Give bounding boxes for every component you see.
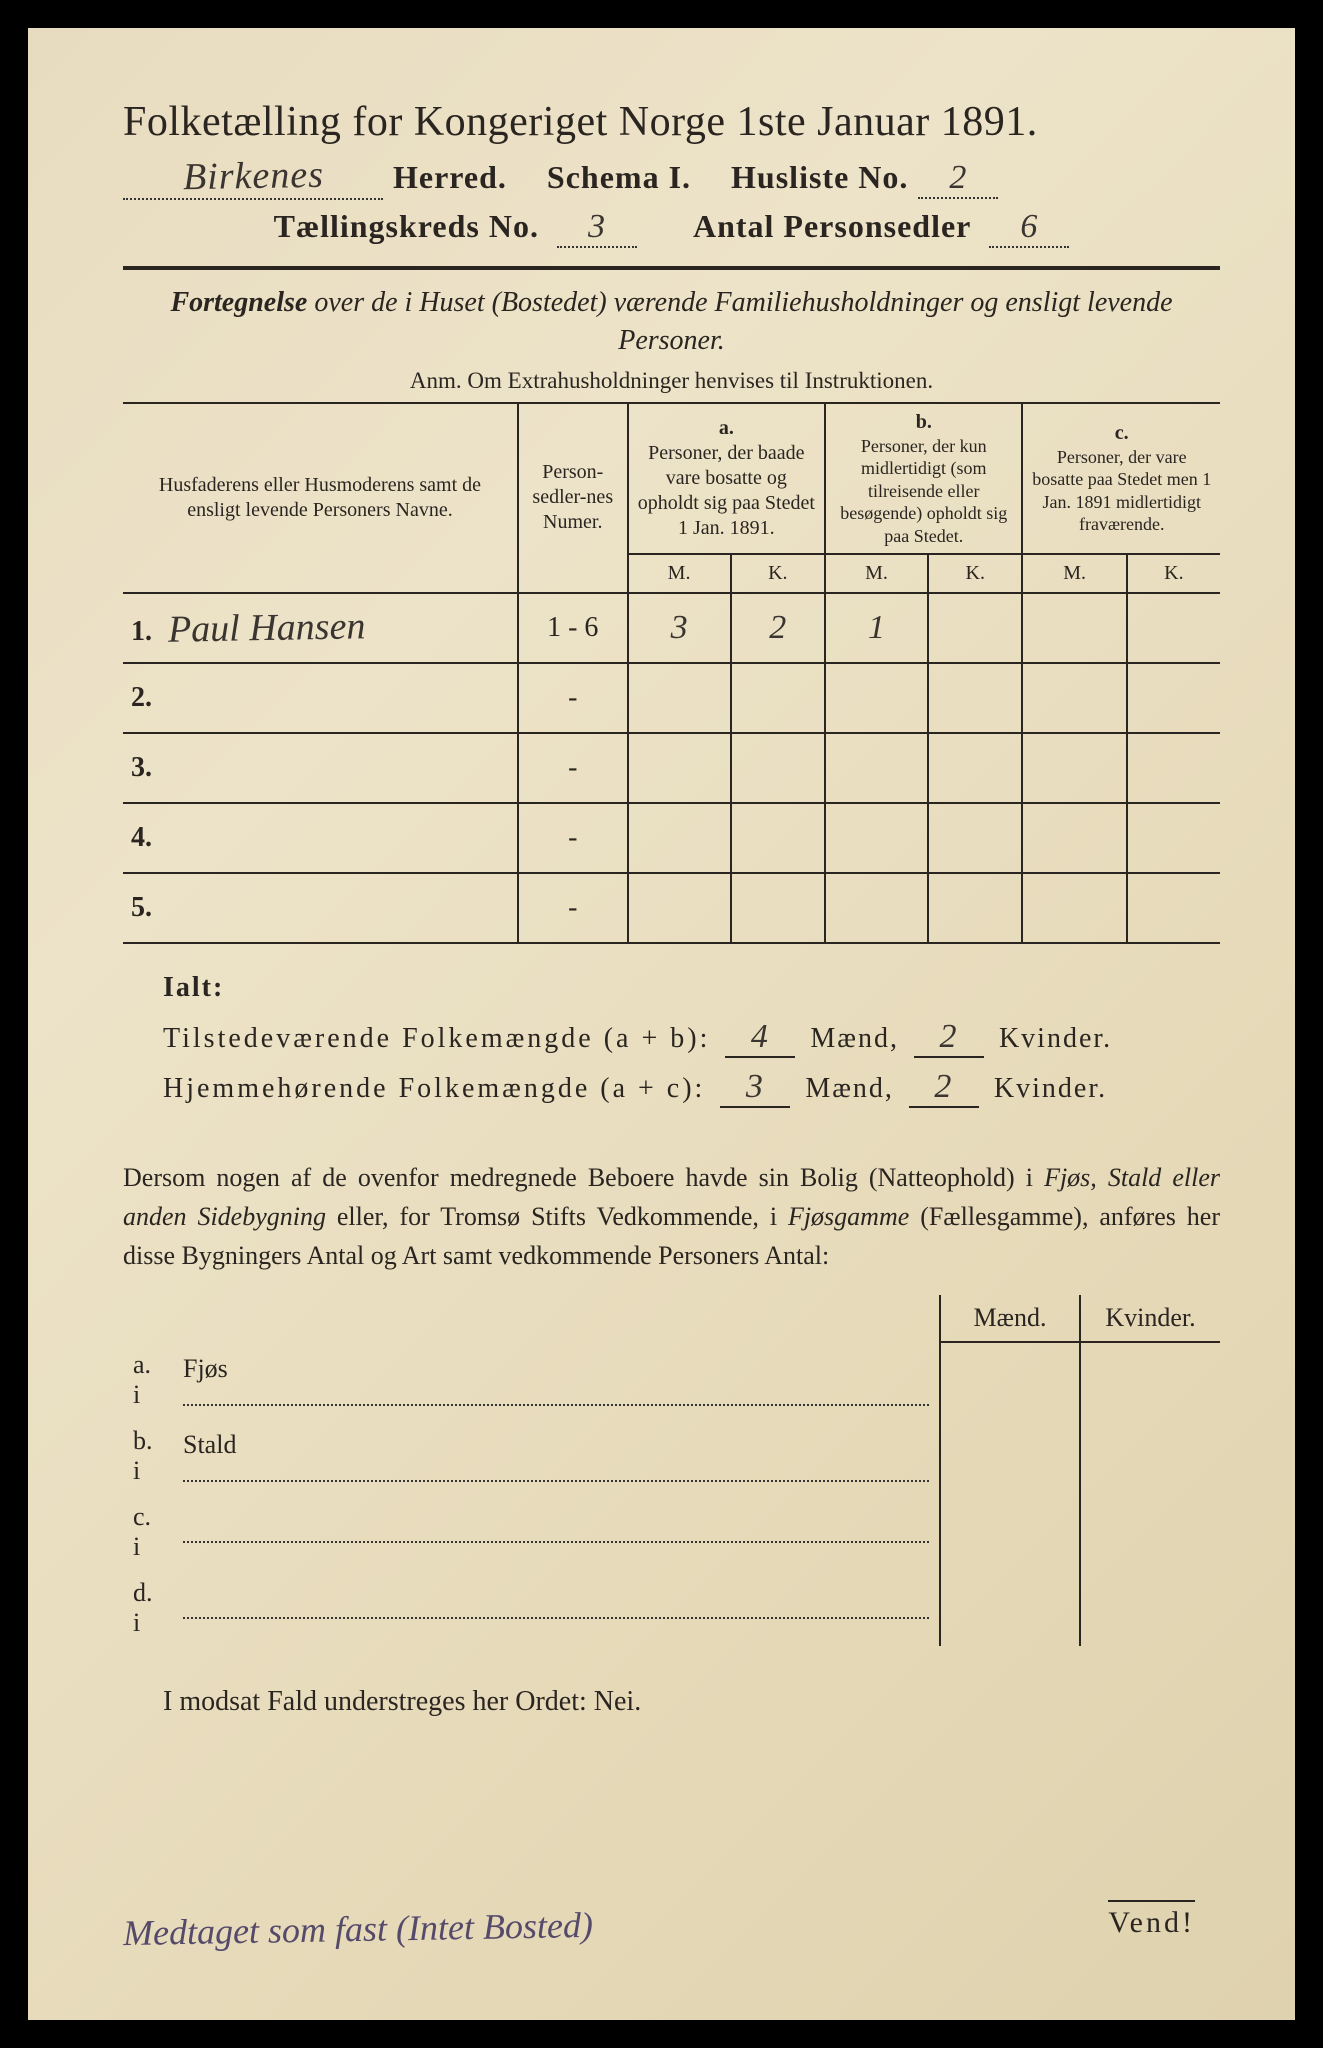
- husliste-value: 2: [949, 159, 967, 196]
- sub-k: K.: [928, 554, 1023, 593]
- table-row: 2. -: [123, 663, 1220, 733]
- subtitle: Fortegnelse over de i Huset (Bostedet) v…: [123, 284, 1220, 360]
- sub-m: M.: [628, 554, 731, 593]
- main-table: Husfaderens eller Husmoderens samt de en…: [123, 402, 1220, 945]
- header-row-2: Tællingskreds No. 3 Antal Personsedler 6: [123, 208, 1220, 248]
- bygninger-table: Mænd. Kvinder. a. i Fjøs b. i Stald c. i…: [123, 1295, 1220, 1646]
- hjemme-m: 3: [720, 1068, 790, 1108]
- col-header-a: a. Personer, der baade vare bosatte og o…: [628, 403, 825, 555]
- herred-label: Herred.: [393, 159, 507, 196]
- table-row: 4. -: [123, 803, 1220, 873]
- ialt-line-2: Hjemmehørende Folkemængde (a + c): 3 Mæn…: [163, 1068, 1220, 1108]
- bygn-row: a. i Fjøs: [123, 1342, 1220, 1418]
- table-row: 1. Paul Hansen 1 - 6 3 2 1: [123, 593, 1220, 663]
- tilstede-m: 4: [725, 1018, 795, 1058]
- schema-label: Schema I.: [547, 159, 691, 196]
- col-header-b: b. Personer, der kun midlertidigt (som t…: [825, 403, 1022, 555]
- ialt-label: Ialt:: [163, 972, 1220, 1004]
- bygn-row: c. i: [123, 1494, 1220, 1570]
- antal-label: Antal Personsedler: [693, 208, 971, 245]
- anm-note: Anm. Om Extrahusholdninger henvises til …: [123, 368, 1220, 394]
- nei-line: I modsat Fald understreges her Ordet: Ne…: [163, 1686, 1220, 1718]
- document-paper: Folketælling for Kongeriget Norge 1ste J…: [28, 28, 1295, 2020]
- bygn-row: b. i Stald: [123, 1418, 1220, 1494]
- kreds-value: 3: [588, 208, 606, 245]
- document-title: Folketælling for Kongeriget Norge 1ste J…: [123, 98, 1220, 146]
- sub-k: K.: [731, 554, 826, 593]
- ialt-section: Ialt: Tilstedeværende Folkemængde (a + b…: [163, 972, 1220, 1108]
- scan-frame: Folketælling for Kongeriget Norge 1ste J…: [0, 0, 1323, 2048]
- person-name: Paul Hansen: [168, 604, 366, 651]
- handwritten-bottom-note: Medtaget som fast (Intet Bosted): [123, 1904, 594, 1954]
- ialt-line-1: Tilstedeværende Folkemængde (a + b): 4 M…: [163, 1018, 1220, 1058]
- tilstede-k: 2: [914, 1018, 984, 1058]
- sub-m: M.: [1022, 554, 1126, 593]
- header-row-1: Birkenes Herred. Schema I. Husliste No. …: [123, 154, 1220, 200]
- col-header-num: Person-sedler-nes Numer.: [518, 403, 628, 594]
- kreds-label: Tællingskreds No.: [274, 208, 539, 245]
- herred-value: Birkenes: [182, 153, 324, 199]
- col-header-c: c. Personer, der vare bosatte paa Stedet…: [1022, 403, 1220, 555]
- paragraph-bygninger: Dersom nogen af de ovenfor medregnede Be…: [123, 1158, 1220, 1275]
- vend-label: Vend!: [1108, 1900, 1195, 1940]
- bygn-row: d. i: [123, 1570, 1220, 1646]
- sub-k: K.: [1127, 554, 1220, 593]
- sub-m: M.: [825, 554, 928, 593]
- hjemme-k: 2: [909, 1068, 979, 1108]
- table-row: 5. -: [123, 873, 1220, 943]
- bygn-kvinder-head: Kvinder.: [1080, 1295, 1220, 1342]
- husliste-label: Husliste No.: [731, 159, 908, 196]
- divider: [123, 266, 1220, 270]
- col-header-names: Husfaderens eller Husmoderens samt de en…: [123, 403, 518, 594]
- table-row: 3. -: [123, 733, 1220, 803]
- bygn-maend-head: Mænd.: [940, 1295, 1080, 1342]
- antal-value: 6: [1020, 208, 1038, 245]
